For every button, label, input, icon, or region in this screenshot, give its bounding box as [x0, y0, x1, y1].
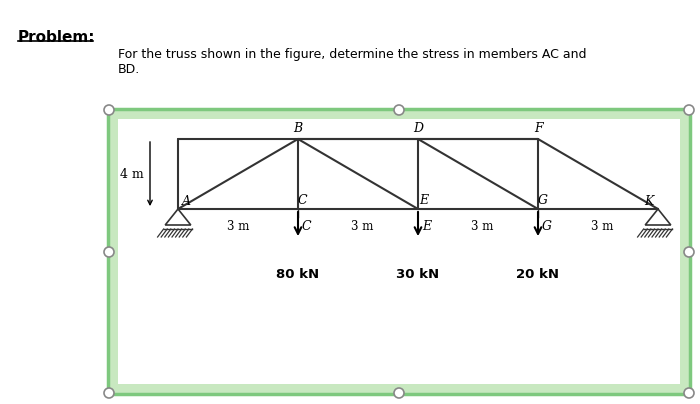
Text: BD.: BD.	[118, 63, 140, 76]
Circle shape	[684, 388, 694, 398]
Text: 20 kN: 20 kN	[517, 267, 559, 280]
Circle shape	[394, 105, 404, 115]
Text: 3 m: 3 m	[227, 221, 249, 234]
Circle shape	[684, 247, 694, 257]
Text: 30 kN: 30 kN	[396, 267, 440, 280]
Text: G: G	[542, 221, 552, 234]
Text: C: C	[298, 194, 307, 207]
Text: D: D	[413, 122, 423, 135]
Text: G: G	[538, 194, 548, 207]
FancyBboxPatch shape	[118, 119, 680, 384]
Text: 80 kN: 80 kN	[276, 267, 320, 280]
Text: B: B	[293, 122, 302, 135]
Text: Problem:: Problem:	[18, 30, 95, 45]
Text: C: C	[302, 221, 312, 234]
Text: E: E	[422, 221, 431, 234]
Circle shape	[104, 105, 114, 115]
Text: 3 m: 3 m	[591, 221, 613, 234]
Circle shape	[684, 105, 694, 115]
Circle shape	[394, 388, 404, 398]
Text: F: F	[533, 122, 542, 135]
Circle shape	[104, 388, 114, 398]
Text: A: A	[182, 195, 191, 208]
FancyBboxPatch shape	[108, 109, 690, 394]
Text: K: K	[645, 195, 654, 208]
Text: 3 m: 3 m	[471, 221, 493, 234]
Circle shape	[104, 247, 114, 257]
Text: 4 m: 4 m	[120, 168, 144, 181]
Text: 3 m: 3 m	[351, 221, 373, 234]
Text: For the truss shown in the figure, determine the stress in members AC and: For the truss shown in the figure, deter…	[118, 48, 587, 61]
Text: E: E	[419, 194, 428, 207]
